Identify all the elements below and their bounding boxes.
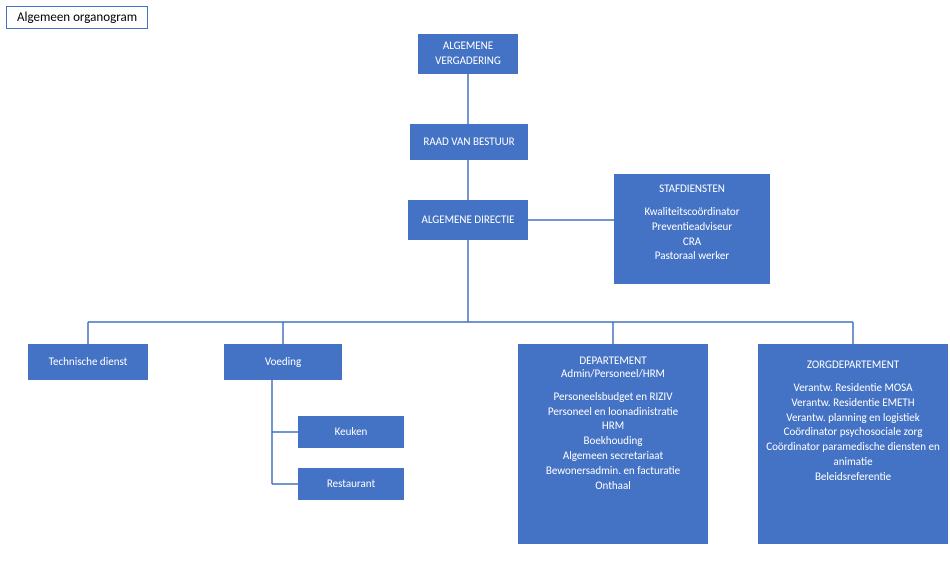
node-label: Restaurant	[327, 477, 375, 492]
node-item: Pastoraal werker	[655, 249, 729, 264]
node-item: Boekhouding	[584, 434, 643, 449]
node-item: Personeel en loonadinistratie	[548, 405, 678, 420]
node-item: Coördinator psychosociale zorg	[784, 425, 923, 440]
node-item: Kwaliteitscoördinator	[644, 205, 739, 220]
node-header: ZORGDEPARTEMENT	[807, 358, 899, 373]
node-technische-dienst: Technische dienst	[28, 344, 148, 380]
node-dept-admin: DEPARTEMENT Admin/Personeel/HRM Personee…	[518, 344, 708, 544]
node-algemene-directie: ALGEMENE DIRECTIE	[408, 200, 528, 240]
node-item: Bewonersadmin. en facturatie	[546, 464, 680, 479]
node-item: Preventieadviseur	[652, 220, 732, 235]
node-item: Algemeen secretariaat	[563, 449, 663, 464]
node-item: Personeelsbudget en RIZIV	[554, 390, 673, 405]
node-keuken: Keuken	[298, 416, 404, 448]
node-item: Onthaal	[595, 479, 631, 494]
node-raad-van-bestuur: RAAD VAN BESTUUR	[410, 124, 528, 160]
node-item: Verantw. Residentie MOSA	[794, 381, 913, 396]
node-item: Beleidsreferentie	[815, 470, 891, 485]
node-algemene-vergadering: ALGEMENE VERGADERING	[418, 34, 518, 74]
node-header: STAFDIENSTEN	[659, 182, 725, 197]
diagram-title: Algemeen organogram	[6, 6, 148, 29]
node-stafdiensten: STAFDIENSTEN Kwaliteitscoördinator Preve…	[614, 174, 770, 284]
node-header-line: Admin/Personeel/HRM	[561, 367, 665, 382]
node-item: Verantw. Residentie EMETH	[791, 396, 914, 411]
node-restaurant: Restaurant	[298, 468, 404, 500]
node-zorgdepartement: ZORGDEPARTEMENT Verantw. Residentie MOSA…	[758, 344, 948, 544]
node-item: Coördinator paramedische diensten en ani…	[764, 440, 942, 470]
node-item: CRA	[683, 235, 701, 250]
node-voeding: Voeding	[224, 344, 342, 380]
node-item: Verantw. planning en logistiek	[786, 411, 919, 426]
node-label: Technische dienst	[49, 355, 128, 370]
node-label: ALGEMENE VERGADERING	[424, 39, 512, 69]
node-item: HRM	[602, 419, 624, 434]
node-label: Keuken	[335, 425, 368, 440]
node-label: ALGEMENE DIRECTIE	[422, 213, 515, 228]
node-label: Voeding	[265, 355, 301, 370]
node-label: RAAD VAN BESTUUR	[423, 135, 514, 150]
